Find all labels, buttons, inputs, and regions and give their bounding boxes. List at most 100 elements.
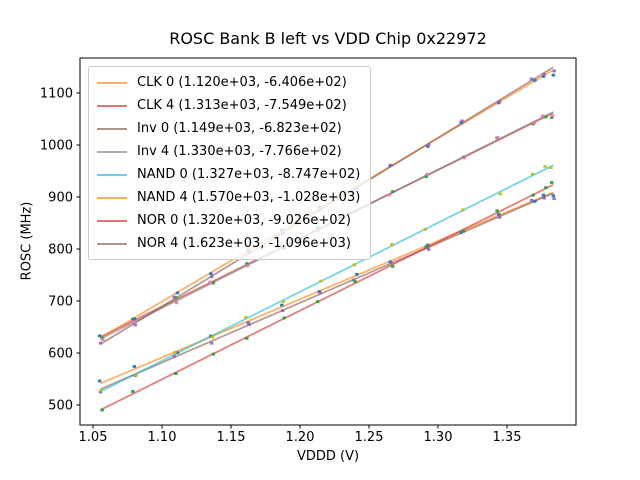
data-point-clk-0 (496, 212, 501, 216)
legend-label: NAND 4 (1.570e+03, -1.028e+03) (137, 190, 361, 205)
data-point-inv-0 (318, 291, 322, 295)
data-point-nor-4 (497, 100, 502, 104)
x-tick-label: 1.15 (217, 430, 246, 445)
data-point-nand-0 (390, 243, 394, 247)
legend-label: NOR 4 (1.623e+03, -1.096e+03) (137, 236, 351, 251)
y-axis-label: ROSC (MHz) (19, 201, 35, 281)
data-point-nand-4 (175, 291, 180, 295)
legend-label: NAND 0 (1.327e+03, -8.747e+02) (137, 167, 361, 182)
data-point-inv-4 (131, 319, 136, 323)
legend-item: NAND 4 (1.570e+03, -1.028e+03) (97, 186, 360, 209)
data-point-inv-0 (389, 261, 393, 265)
legend-item: NOR 4 (1.623e+03, -1.096e+03) (97, 232, 360, 255)
data-point-nand-0 (423, 227, 428, 231)
data-point-nand-4 (209, 272, 213, 276)
data-point-clk-4 (390, 190, 395, 194)
data-point-inv-4 (496, 136, 500, 140)
data-point-clk-4 (544, 115, 548, 119)
data-point-nor-4 (460, 119, 464, 123)
data-point-inv-4 (208, 280, 212, 284)
legend-line-swatch (97, 173, 127, 176)
data-point-nor-0 (461, 229, 466, 233)
data-point-nor-0 (390, 264, 395, 268)
data-point-clk-0 (551, 194, 556, 198)
data-point-clk-0 (355, 272, 359, 276)
legend: CLK 0 (1.120e+03, -6.406e+02) CLK 4 (1.31… (88, 66, 372, 260)
data-point-nor-0 (544, 186, 548, 190)
data-point-inv-4 (101, 338, 105, 342)
data-point-inv-4 (550, 114, 555, 118)
data-point-inv-4 (387, 193, 392, 197)
data-point-nor-4 (529, 77, 534, 81)
data-point-clk-0 (280, 303, 284, 307)
y-tick-label: 600 (48, 347, 73, 362)
data-point-nor-4 (133, 323, 137, 327)
data-point-nand-0 (134, 373, 138, 377)
data-point-nand-0 (319, 279, 323, 283)
data-point-nor-4 (98, 341, 103, 345)
legend-line-swatch (97, 81, 127, 84)
axes-frame (79, 57, 577, 426)
y-tick-label: 900 (48, 191, 73, 206)
legend-line-swatch (97, 196, 127, 199)
data-point-nand-4 (132, 317, 137, 321)
data-point-nor-4 (172, 295, 176, 299)
data-point-inv-4 (540, 114, 545, 118)
data-point-nor-0 (211, 352, 216, 356)
data-point-nand-0 (173, 350, 177, 354)
data-point-nor-4 (542, 72, 547, 76)
data-point-inv-4 (174, 301, 179, 305)
data-point-inv-0 (497, 215, 502, 219)
data-point-nand-0 (244, 315, 248, 319)
x-tick-label: 1.05 (79, 430, 108, 445)
legend-item: Inv 4 (1.330e+03, -7.766e+02) (97, 140, 360, 163)
data-point-nand-0 (461, 208, 465, 212)
legend-item: NOR 0 (1.320e+03, -9.026e+02) (97, 209, 360, 232)
data-point-nand-0 (352, 263, 357, 267)
data-point-nor-0 (100, 408, 104, 412)
legend-line-swatch (97, 104, 127, 107)
legend-line-swatch (97, 219, 127, 222)
x-axis-label: VDDD (V) (296, 449, 360, 464)
data-point-clk-0 (541, 193, 546, 197)
data-point-nor-0 (174, 371, 178, 375)
legend-item: CLK 0 (1.120e+03, -6.406e+02) (97, 71, 360, 94)
data-point-inv-0 (542, 196, 547, 200)
data-point-nor-4 (552, 69, 556, 73)
legend-line-swatch (97, 127, 127, 130)
data-point-nand-0 (530, 172, 535, 176)
legend-line-swatch (97, 150, 127, 153)
x-tick-label: 1.20 (286, 430, 315, 445)
y-tick-label: 800 (48, 243, 73, 258)
data-point-nor-0 (531, 193, 536, 197)
data-point-nand-0 (498, 192, 503, 196)
data-point-nand-4 (97, 334, 102, 338)
y-tick-label: 700 (48, 295, 73, 310)
data-point-inv-4 (532, 121, 536, 125)
data-point-nor-0 (282, 316, 287, 320)
legend-label: NOR 0 (1.320e+03, -9.026e+02) (137, 213, 351, 228)
legend-line-swatch (97, 242, 127, 245)
x-tick-label: 1.10 (148, 430, 177, 445)
data-point-nand-0 (549, 166, 553, 170)
x-tick-label: 1.35 (493, 430, 522, 445)
data-point-clk-0 (533, 199, 537, 203)
fit-line-inv-0 (100, 192, 554, 390)
x-tick-label: 1.30 (424, 430, 453, 445)
legend-item: CLK 4 (1.313e+03, -7.549e+02) (97, 94, 360, 117)
data-point-nor-0 (353, 280, 357, 284)
data-point-nor-4 (209, 275, 214, 279)
data-point-clk-4 (211, 281, 216, 285)
data-point-inv-0 (172, 354, 176, 358)
data-point-inv-4 (245, 264, 250, 268)
data-point-nor-4 (389, 163, 393, 167)
legend-label: Inv 0 (1.149e+03, -6.823e+02) (137, 121, 342, 136)
data-point-nor-0 (244, 336, 249, 340)
data-point-nor-0 (495, 209, 499, 213)
data-point-nor-0 (131, 389, 135, 393)
y-tick-label: 1000 (40, 139, 73, 154)
x-tick-label: 1.25 (355, 430, 384, 445)
data-point-nand-0 (281, 300, 286, 304)
